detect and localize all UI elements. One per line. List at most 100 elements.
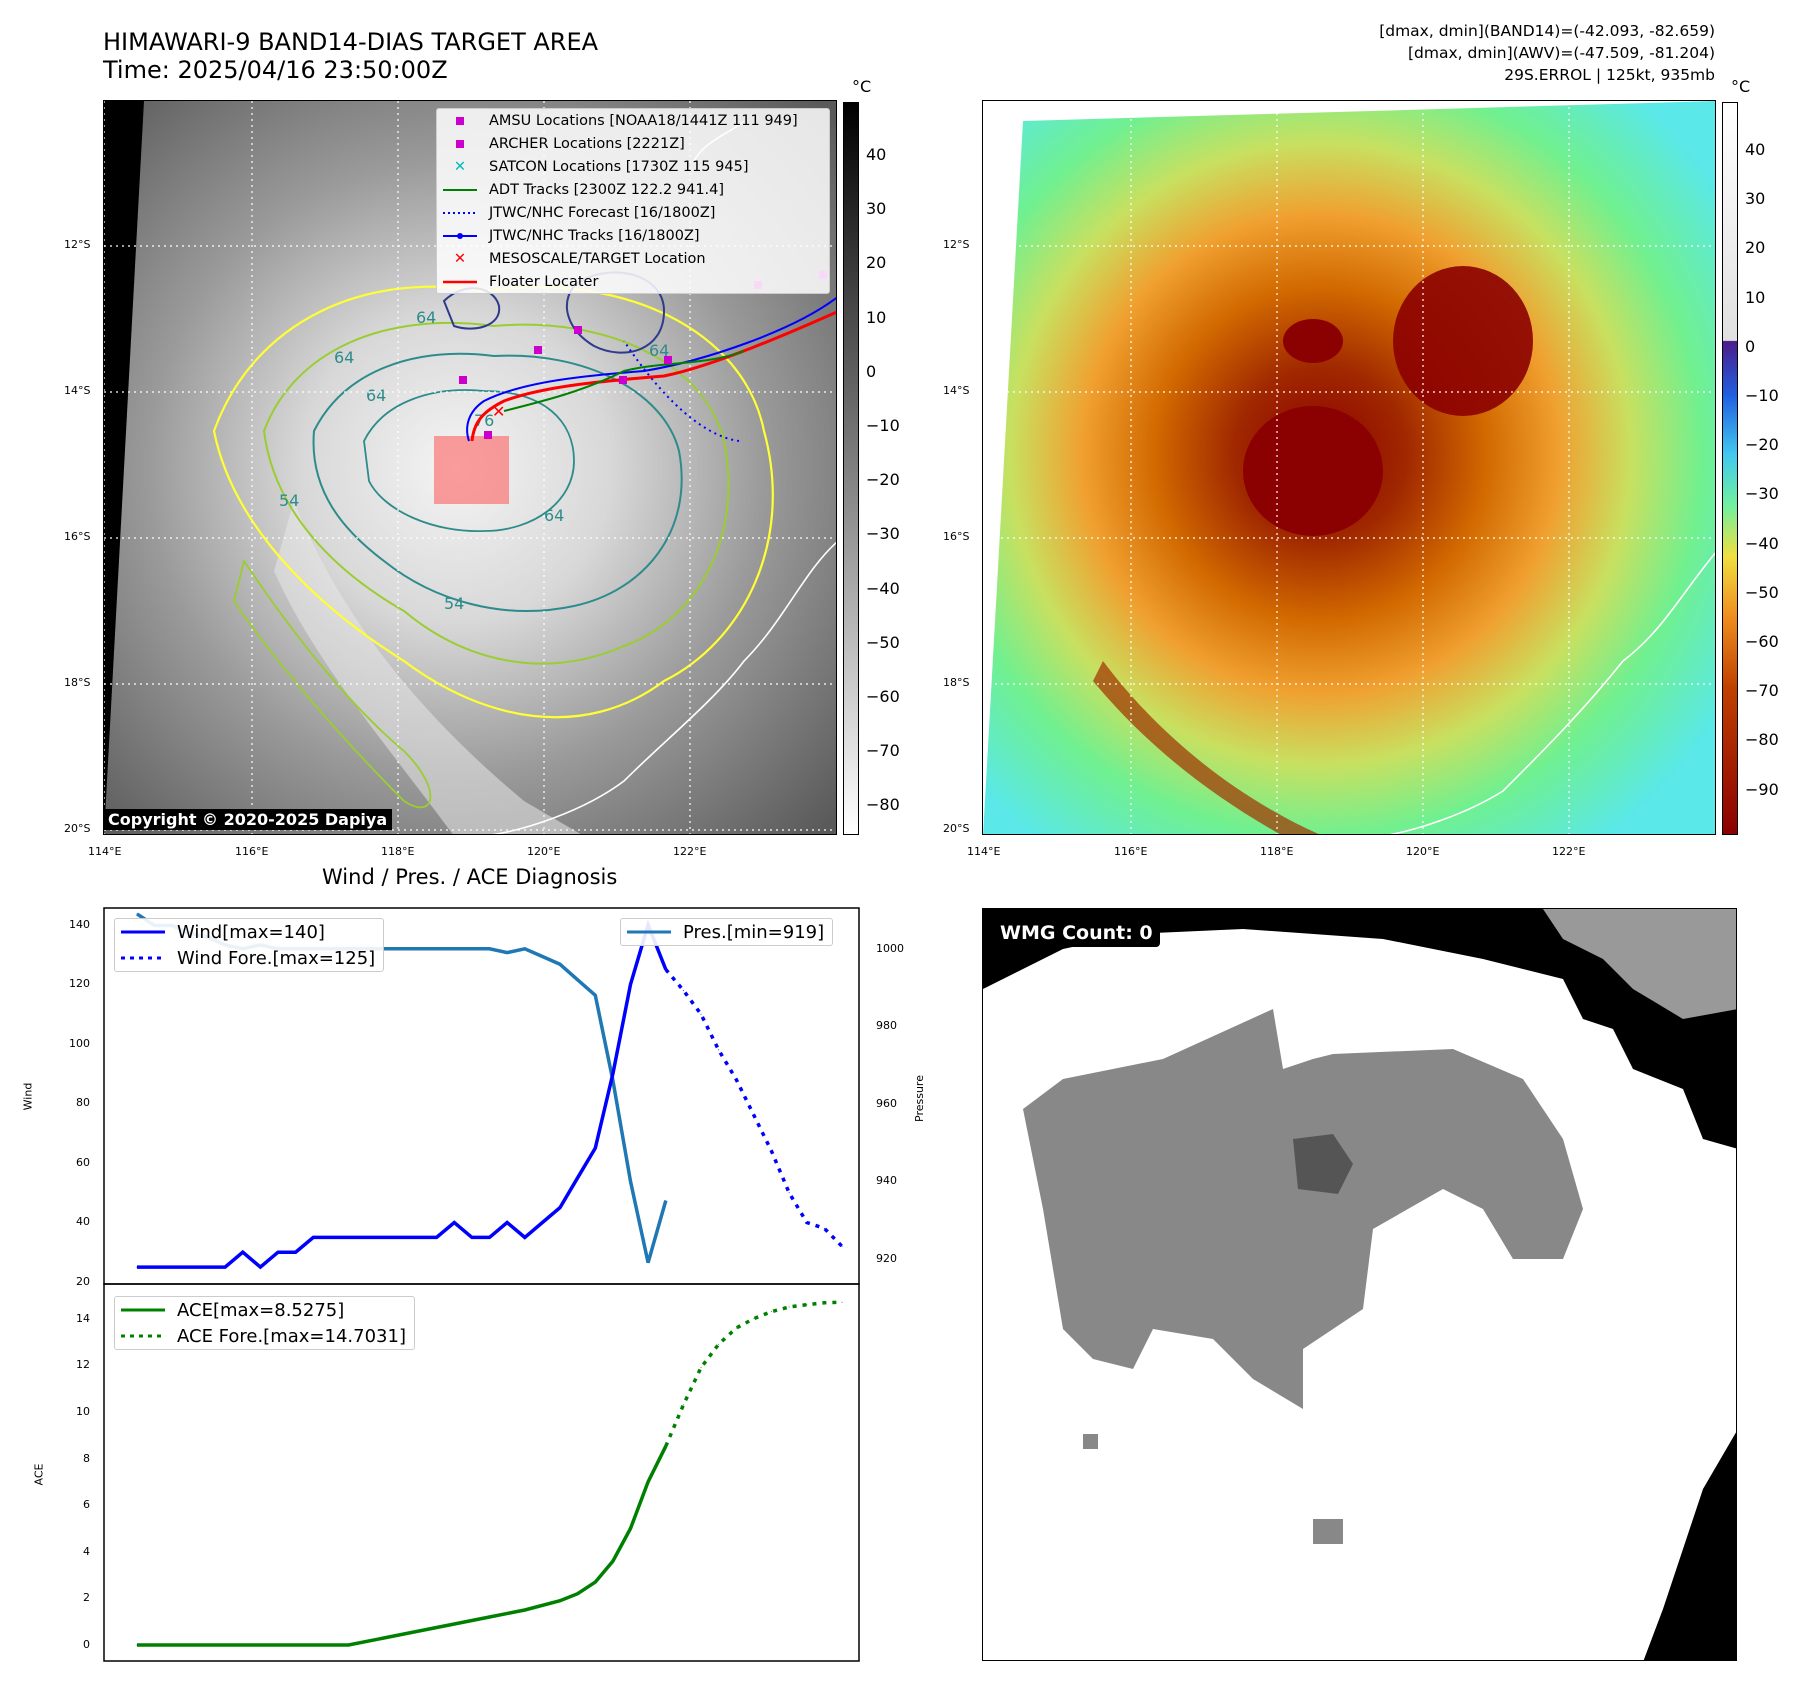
ace-forecast-line-point (700, 1367, 702, 1369)
pressure-line-point (489, 948, 490, 950)
pressure-line-point (418, 948, 420, 950)
legend-item: Pres.[min=919] (627, 921, 825, 943)
lon-label: 122°E (1552, 845, 1586, 858)
ace-forecast-line-point (841, 1301, 843, 1303)
contour-label: 76 (474, 411, 494, 430)
wind-line-point (630, 983, 631, 985)
wind-forecast-line-point (682, 989, 684, 991)
contour-label: 64 (416, 308, 436, 327)
wind-line-point (171, 1266, 173, 1268)
ace-line-point (594, 1581, 596, 1583)
pressure-line-point (436, 948, 438, 950)
tick-label: 60 (76, 1155, 90, 1169)
tick-label: 120 (69, 977, 90, 991)
gray-colorbar (843, 102, 859, 835)
pressure-line-point (471, 948, 473, 950)
lat-label: 16°S (64, 530, 91, 543)
copyright-label: Copyright © 2020-2025 Dapiya (103, 809, 393, 830)
wind-forecast-line-point (753, 1114, 755, 1116)
lat-label: 14°S (64, 384, 91, 397)
colorbar-label: 0 (1745, 336, 1756, 356)
lat-label: 20°S (943, 822, 970, 835)
colorbar-label: −70 (866, 741, 900, 761)
contour-label: 64 (649, 341, 669, 360)
tick-label: 980 (876, 1019, 897, 1033)
ace-line (137, 1445, 668, 1647)
ace-line-point (489, 1616, 490, 1618)
wmg-svg (983, 909, 1736, 1660)
wmg-dark-core (1293, 1134, 1353, 1194)
pressure-ylabel: Pressure (912, 1075, 926, 1122)
wmg-black-region (983, 909, 1736, 1149)
ace-line-point (242, 1644, 244, 1646)
pressure-line-point (541, 956, 543, 957)
tick-label: 100 (69, 1036, 90, 1050)
colorbar-label: −50 (1745, 582, 1779, 602)
pressure-line-point (136, 913, 138, 915)
ace-line-point (524, 1609, 526, 1611)
pressure-line-point (453, 948, 455, 950)
wmg-gray-spot (1313, 1519, 1343, 1544)
colorbar-label: −40 (866, 578, 900, 598)
tick-label: 80 (76, 1096, 90, 1110)
pressure-legend: Pres.[min=919] (620, 918, 834, 946)
colorbar-label: 40 (866, 145, 887, 164)
lon-label: 114°E (88, 845, 122, 858)
colorbar-unit: °C (1731, 77, 1751, 96)
legend-item: ✕ SATCON Locations [1730Z 115 945] (453, 158, 749, 175)
contour-label: 54 (279, 491, 299, 510)
contour-core (363, 389, 575, 532)
wind-line (137, 919, 668, 1270)
ace-line-point (348, 1644, 349, 1646)
wind-line-point (612, 1073, 614, 1075)
color-map-panel (982, 100, 1716, 835)
legend-item: ACE Fore.[max=14.7031] (121, 1325, 406, 1347)
lon-label: 120°E (527, 845, 561, 858)
colorbar-label: 10 (866, 307, 887, 327)
ace-legend: ACE[max=8.5275] ACE Fore.[max=14.7031] (114, 1296, 415, 1350)
wind-forecast-line-point (700, 1013, 702, 1015)
tick-label: 6 (83, 1498, 90, 1512)
lat-label: 20°S (64, 822, 91, 835)
wind-line-point (453, 1222, 455, 1223)
wind-forecast-line-point (665, 969, 667, 970)
contour-teal (312, 352, 683, 612)
lon-label: 120°E (1406, 845, 1440, 858)
map-title-line1: HIMAWARI-9 BAND14-DIAS TARGET AREA (103, 28, 599, 56)
ace-forecast-line-point (771, 1311, 772, 1313)
colorbar-label: −70 (1745, 681, 1779, 701)
contour-label: 64 (334, 348, 354, 367)
wind-forecast-line-point (788, 1192, 790, 1194)
wind-line-point (277, 1251, 279, 1253)
wind-line-point (559, 1207, 561, 1209)
lon-label: 122°E (673, 845, 707, 858)
eyewall (1243, 406, 1383, 536)
ace-line-point (277, 1644, 279, 1646)
wind-line-point (594, 1147, 596, 1149)
color-map-svg (983, 101, 1715, 834)
wind-line-point (207, 1266, 208, 1268)
contour-band (233, 558, 432, 809)
contour-label: 54 (444, 594, 464, 613)
map-legend: AMSU Locations [NOAA18/1441Z 111 949] AR… (436, 108, 830, 294)
pressure-line-point (506, 952, 508, 954)
ace-line-point (136, 1644, 138, 1646)
wind-line-point (348, 1236, 349, 1238)
adt-track (503, 350, 745, 412)
target-x-marker: ✕ (492, 402, 505, 421)
contour-lightgreen (262, 322, 730, 665)
tick-label: 2 (83, 1591, 90, 1605)
wind-line-point (189, 1266, 191, 1268)
wind-line-point (471, 1236, 473, 1238)
wind-line-point (489, 1236, 490, 1238)
pressure-line-point (524, 948, 526, 950)
wind-line-point (506, 1222, 508, 1223)
info-line1: [dmax, dmin](BAND14)=(-42.093, -82.659) (1379, 22, 1715, 40)
ace-forecast-line-point (718, 1343, 720, 1345)
lon-label: 118°E (1260, 845, 1294, 858)
tick-label: 960 (876, 1096, 897, 1110)
wind-legend: Wind[max=140] Wind Fore.[max=125] (114, 918, 385, 972)
colorbar-label: 10 (1745, 287, 1766, 307)
ace-line-point (630, 1528, 631, 1529)
